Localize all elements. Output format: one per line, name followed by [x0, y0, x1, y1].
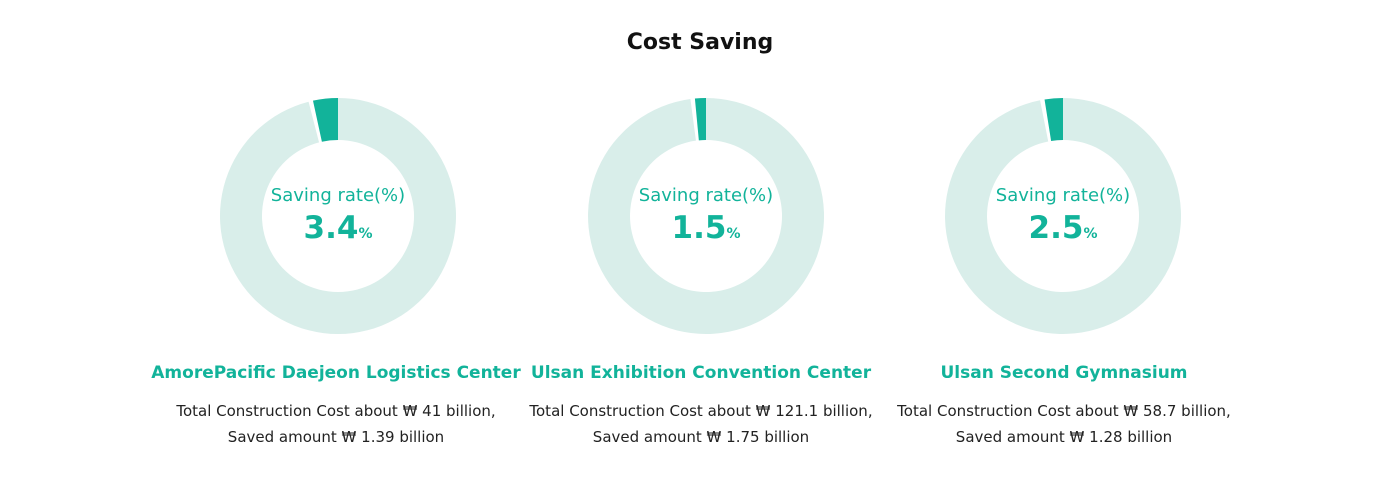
- donut-1-center-value: 3.4%: [238, 210, 438, 246]
- donut-1-description-line-1: Total Construction Cost about ₩ 41 billi…: [176, 402, 496, 420]
- donut-1-track: [220, 98, 457, 334]
- donut-3-description-line-1: Total Construction Cost about ₩ 58.7 bil…: [897, 402, 1231, 420]
- donut-3-center-label: Saving rate(%): [995, 185, 1131, 206]
- donut-chart-2: [588, 97, 825, 334]
- donut-2-track: [588, 97, 825, 334]
- donut-1-unit: %: [358, 226, 373, 242]
- donut-chart-1: [220, 97, 457, 334]
- donut-chart-3: [945, 98, 1182, 334]
- donut-2-description-line-1: Total Construction Cost about ₩ 121.1 bi…: [529, 402, 873, 420]
- donut-1-center-label: Saving rate(%): [270, 185, 406, 206]
- donut-1-description: Total Construction Cost about ₩ 41 billi…: [146, 398, 526, 450]
- donut-3-description-line-2: Saved amount ₩ 1.28 billion: [955, 428, 1173, 446]
- donut-3-saving-slice: [1044, 98, 1063, 141]
- donut-2-center-label: Saving rate(%): [638, 185, 774, 206]
- donut-3-center-value: 2.5%: [963, 210, 1163, 246]
- donut-3-value: 2.5: [1028, 210, 1084, 246]
- donut-3-description: Total Construction Cost about ₩ 58.7 bil…: [874, 398, 1254, 450]
- donut-2-value: 1.5: [671, 210, 727, 246]
- donut-3-unit: %: [1083, 226, 1098, 242]
- donut-2-project-name: Ulsan Exhibition Convention Center: [530, 363, 872, 383]
- figure-title: Cost Saving: [626, 30, 774, 55]
- donut-1-description-line-2: Saved amount ₩ 1.39 billion: [227, 428, 445, 446]
- donut-2-unit: %: [726, 226, 741, 242]
- donut-1-saving-slice: [312, 97, 338, 142]
- donut-3-project-name: Ulsan Second Gymnasium: [940, 363, 1188, 383]
- donut-2-saving-slice: [694, 97, 706, 141]
- donut-2-description-line-2: Saved amount ₩ 1.75 billion: [592, 428, 810, 446]
- donut-2-description: Total Construction Cost about ₩ 121.1 bi…: [511, 398, 891, 450]
- donut-2-center-value: 1.5%: [606, 210, 806, 246]
- donut-1-project-name: AmorePacific Daejeon Logistics Center: [151, 363, 521, 383]
- donut-3-track: [945, 98, 1182, 334]
- donut-1-value: 3.4: [303, 210, 359, 246]
